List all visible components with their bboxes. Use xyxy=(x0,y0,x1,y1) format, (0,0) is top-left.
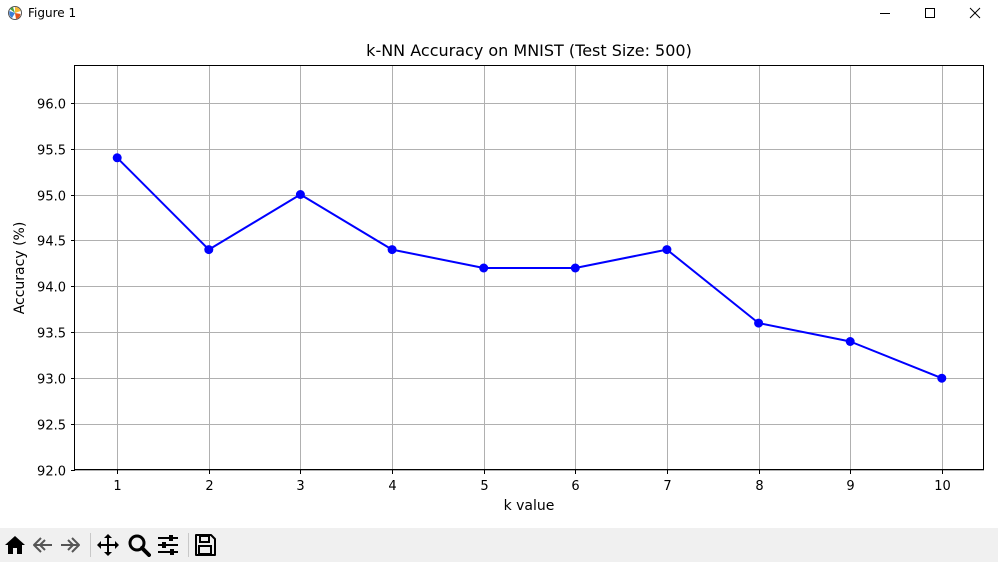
plot-canvas[interactable]: 1 2 3 4 5 6 7 8 9 10 92.0 92.5 93.0 93.5 94.0 94.5 95.0… xyxy=(0,26,998,528)
back-button[interactable] xyxy=(30,532,56,558)
x-tick-label: 7 xyxy=(663,479,671,494)
data-point xyxy=(754,318,764,328)
y-tick-label: 94.0 xyxy=(37,281,66,296)
y-tick-label: 96.0 xyxy=(37,98,66,113)
data-point xyxy=(387,245,397,255)
title-bar: Figure 1 xyxy=(0,0,998,26)
x-tick-label: 1 xyxy=(113,479,121,494)
y-ticks: 92.0 92.5 93.0 93.5 94.0 94.5 95.0 95.5 96.0 xyxy=(37,98,75,480)
maximize-button[interactable] xyxy=(907,0,953,26)
data-point xyxy=(295,190,305,199)
axes-frame xyxy=(74,65,984,470)
save-icon xyxy=(195,534,216,556)
configure-subplots-icon xyxy=(158,535,178,555)
home-button[interactable] xyxy=(2,532,28,558)
toolbar-separator xyxy=(188,533,189,557)
y-tick-label: 92.5 xyxy=(37,419,66,434)
data-point xyxy=(204,245,214,255)
x-tick-label: 5 xyxy=(480,479,488,494)
window-title: Figure 1 xyxy=(28,6,77,20)
data-point xyxy=(479,263,489,273)
close-icon xyxy=(969,7,981,19)
back-icon xyxy=(33,537,52,553)
zoom-icon xyxy=(128,534,151,557)
minimize-icon xyxy=(880,13,890,14)
x-tick-label: 9 xyxy=(846,479,854,494)
zoom-button[interactable] xyxy=(126,532,152,558)
series-line xyxy=(116,157,943,380)
data-point xyxy=(570,263,580,273)
grid xyxy=(75,66,984,471)
y-tick-label: 93.5 xyxy=(37,327,66,342)
data-point xyxy=(112,153,122,163)
y-tick-label: 95.5 xyxy=(37,144,66,159)
data-point xyxy=(937,373,947,383)
y-axis-label: Accuracy (%) xyxy=(12,222,28,315)
x-ticks: 1 2 3 4 5 6 7 8 9 10 xyxy=(113,470,951,494)
x-tick-label: 3 xyxy=(296,479,304,494)
pan-button[interactable] xyxy=(95,532,121,558)
data-point xyxy=(845,337,855,346)
maximize-icon xyxy=(925,8,935,18)
home-icon xyxy=(5,536,25,554)
navigation-toolbar xyxy=(0,528,998,562)
y-tick-label: 92.0 xyxy=(37,465,66,480)
data-point xyxy=(662,245,672,255)
line-chart: 1 2 3 4 5 6 7 8 9 10 92.0 92.5 93.0 93.5 94.0 94.5 95.0… xyxy=(12,41,984,514)
y-tick-label: 95.0 xyxy=(37,190,66,205)
x-tick-label: 4 xyxy=(388,479,396,494)
minimize-button[interactable] xyxy=(862,0,908,26)
pan-icon xyxy=(97,534,119,556)
x-tick-label: 6 xyxy=(571,479,579,494)
chart-title: k-NN Accuracy on MNIST (Test Size: 500) xyxy=(366,41,692,60)
y-tick-label: 94.5 xyxy=(37,235,66,250)
close-button[interactable] xyxy=(952,0,998,26)
save-button[interactable] xyxy=(192,532,218,558)
x-tick-label: 8 xyxy=(755,479,763,494)
forward-button[interactable] xyxy=(57,532,83,558)
x-tick-label: 10 xyxy=(934,479,951,494)
forward-icon xyxy=(61,537,80,553)
data-series xyxy=(112,153,947,383)
configure-subplots-button[interactable] xyxy=(155,532,181,558)
matplotlib-app-icon xyxy=(7,5,23,21)
toolbar-separator xyxy=(90,533,91,557)
y-tick-label: 93.0 xyxy=(37,373,66,388)
x-axis-label: k value xyxy=(504,498,555,514)
x-tick-label: 2 xyxy=(205,479,213,494)
